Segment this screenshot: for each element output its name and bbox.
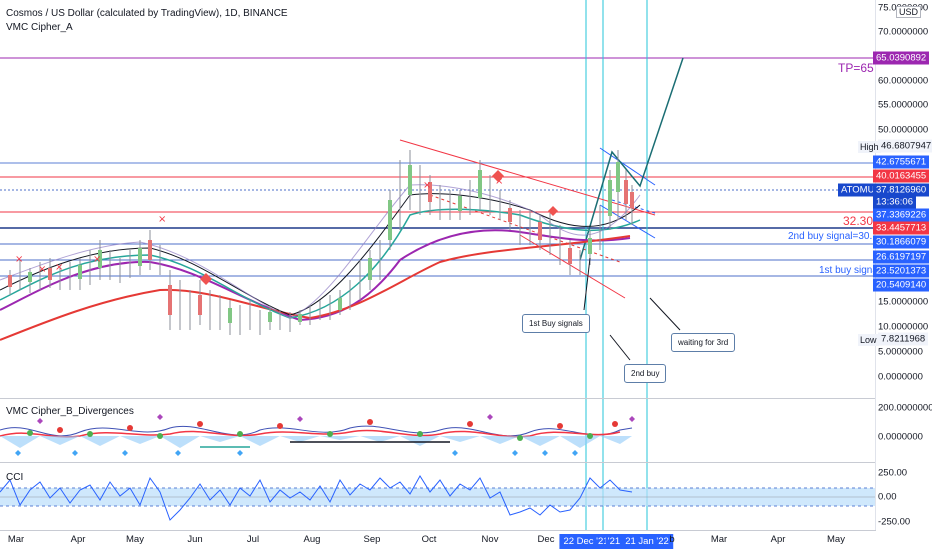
indicator-label[interactable]: VMC Cipher_A (6, 22, 73, 33)
time-tick: Jul (246, 534, 260, 545)
time-highlight: 22 Dec '21 (559, 534, 613, 549)
time-tick: Mar (710, 534, 728, 545)
low-label: Low (858, 334, 879, 346)
time-tick: Mar (7, 534, 25, 545)
high-label: High (858, 141, 881, 153)
time-axis[interactable]: Mar Apr May Jun Jul Aug Sep Oct Nov Dec … (0, 530, 876, 550)
chart-title[interactable]: Cosmos / US Dollar (calculated by Tradin… (6, 8, 288, 19)
callout-note[interactable]: 2nd buy (624, 364, 667, 383)
price-tag-tp: 65.0390892 (873, 51, 930, 65)
svg-text:×: × (158, 214, 166, 225)
currency-badge[interactable]: USD (896, 6, 922, 18)
last-price-tag: 37.8126960 (873, 183, 930, 197)
price-axis-labels: 75.0000000 USD 70.0000000 60.0000000 55.… (816, 0, 932, 530)
time-tick: May (126, 534, 144, 545)
pane-separator[interactable] (0, 462, 876, 463)
price-tick: 250.00 (878, 467, 908, 479)
time-tick: b (669, 534, 675, 545)
price-tick: 60.0000000 (878, 75, 929, 87)
price-tick: 200.0000000 (878, 402, 932, 414)
price-tag-r2: 40.0163455 (873, 169, 930, 183)
price-tick: 0.0000000 (878, 371, 923, 383)
svg-text:×: × (93, 254, 101, 265)
price-tag-s6: 20.5409140 (873, 278, 930, 292)
price-tick: 15.0000000 (878, 296, 929, 308)
countdown-tag: 13:36:06 (873, 195, 916, 209)
tp-label[interactable]: TP=65 (838, 61, 874, 75)
price-tick: 0.0000000 (878, 431, 923, 443)
pane-separator[interactable] (0, 398, 876, 399)
svg-text:×: × (15, 254, 23, 265)
price-tag-s4: 26.6197197 (873, 250, 930, 264)
time-tick: Aug (303, 534, 321, 545)
price-tag-s3: 30.1866079 (873, 235, 930, 249)
price-tick: 10.0000000 (878, 321, 929, 333)
price-tick: 70.0000000 (878, 26, 929, 38)
time-tick: Oct (421, 534, 437, 545)
pane-separator[interactable] (0, 530, 876, 531)
time-tick: Jun (187, 534, 203, 545)
price-tick: -250.00 (878, 516, 911, 528)
price-tick: 5.0000000 (878, 346, 923, 358)
main-chart[interactable]: × × × × × × × (0, 0, 876, 530)
high-tag: 46.6807947 (878, 139, 932, 153)
svg-text:×: × (38, 264, 46, 275)
price-tick: 55.0000000 (878, 99, 929, 111)
indicator-label[interactable]: CCI (6, 472, 24, 483)
callout-note[interactable]: waiting for 3rd (671, 333, 736, 352)
time-highlight: '21 (605, 534, 623, 549)
time-tick: Apr (770, 534, 786, 545)
low-tag: 7.8211968 (878, 332, 929, 346)
price-tick: 50.0000000 (878, 124, 929, 136)
level-label[interactable]: 32.30 (843, 214, 874, 228)
price-tick: 0.00 (878, 491, 897, 503)
time-tick: May (827, 534, 845, 545)
second-buy-signal-label[interactable]: 2nd buy signal=30.18 (788, 231, 884, 242)
time-highlight: 21 Jan '22 (621, 534, 673, 549)
price-tag-s5: 23.5201373 (873, 264, 930, 278)
time-tick: Dec (537, 534, 555, 545)
price-tag-r1: 42.6755671 (873, 155, 930, 169)
callout-note[interactable]: 1st Buy signals (522, 314, 590, 333)
svg-text:×: × (495, 176, 503, 187)
price-tag-s1: 37.3369226 (873, 208, 930, 222)
svg-text:×: × (55, 262, 63, 273)
time-tick: Apr (70, 534, 86, 545)
first-buy-signal-label[interactable]: 1st buy signal (819, 265, 881, 276)
time-tick: Sep (363, 534, 381, 545)
indicator-label[interactable]: VMC Cipher_B_Divergences (6, 406, 134, 417)
price-tag-s2: 33.4457713 (873, 221, 930, 235)
time-tick: Nov (481, 534, 499, 545)
svg-text:×: × (423, 180, 431, 191)
